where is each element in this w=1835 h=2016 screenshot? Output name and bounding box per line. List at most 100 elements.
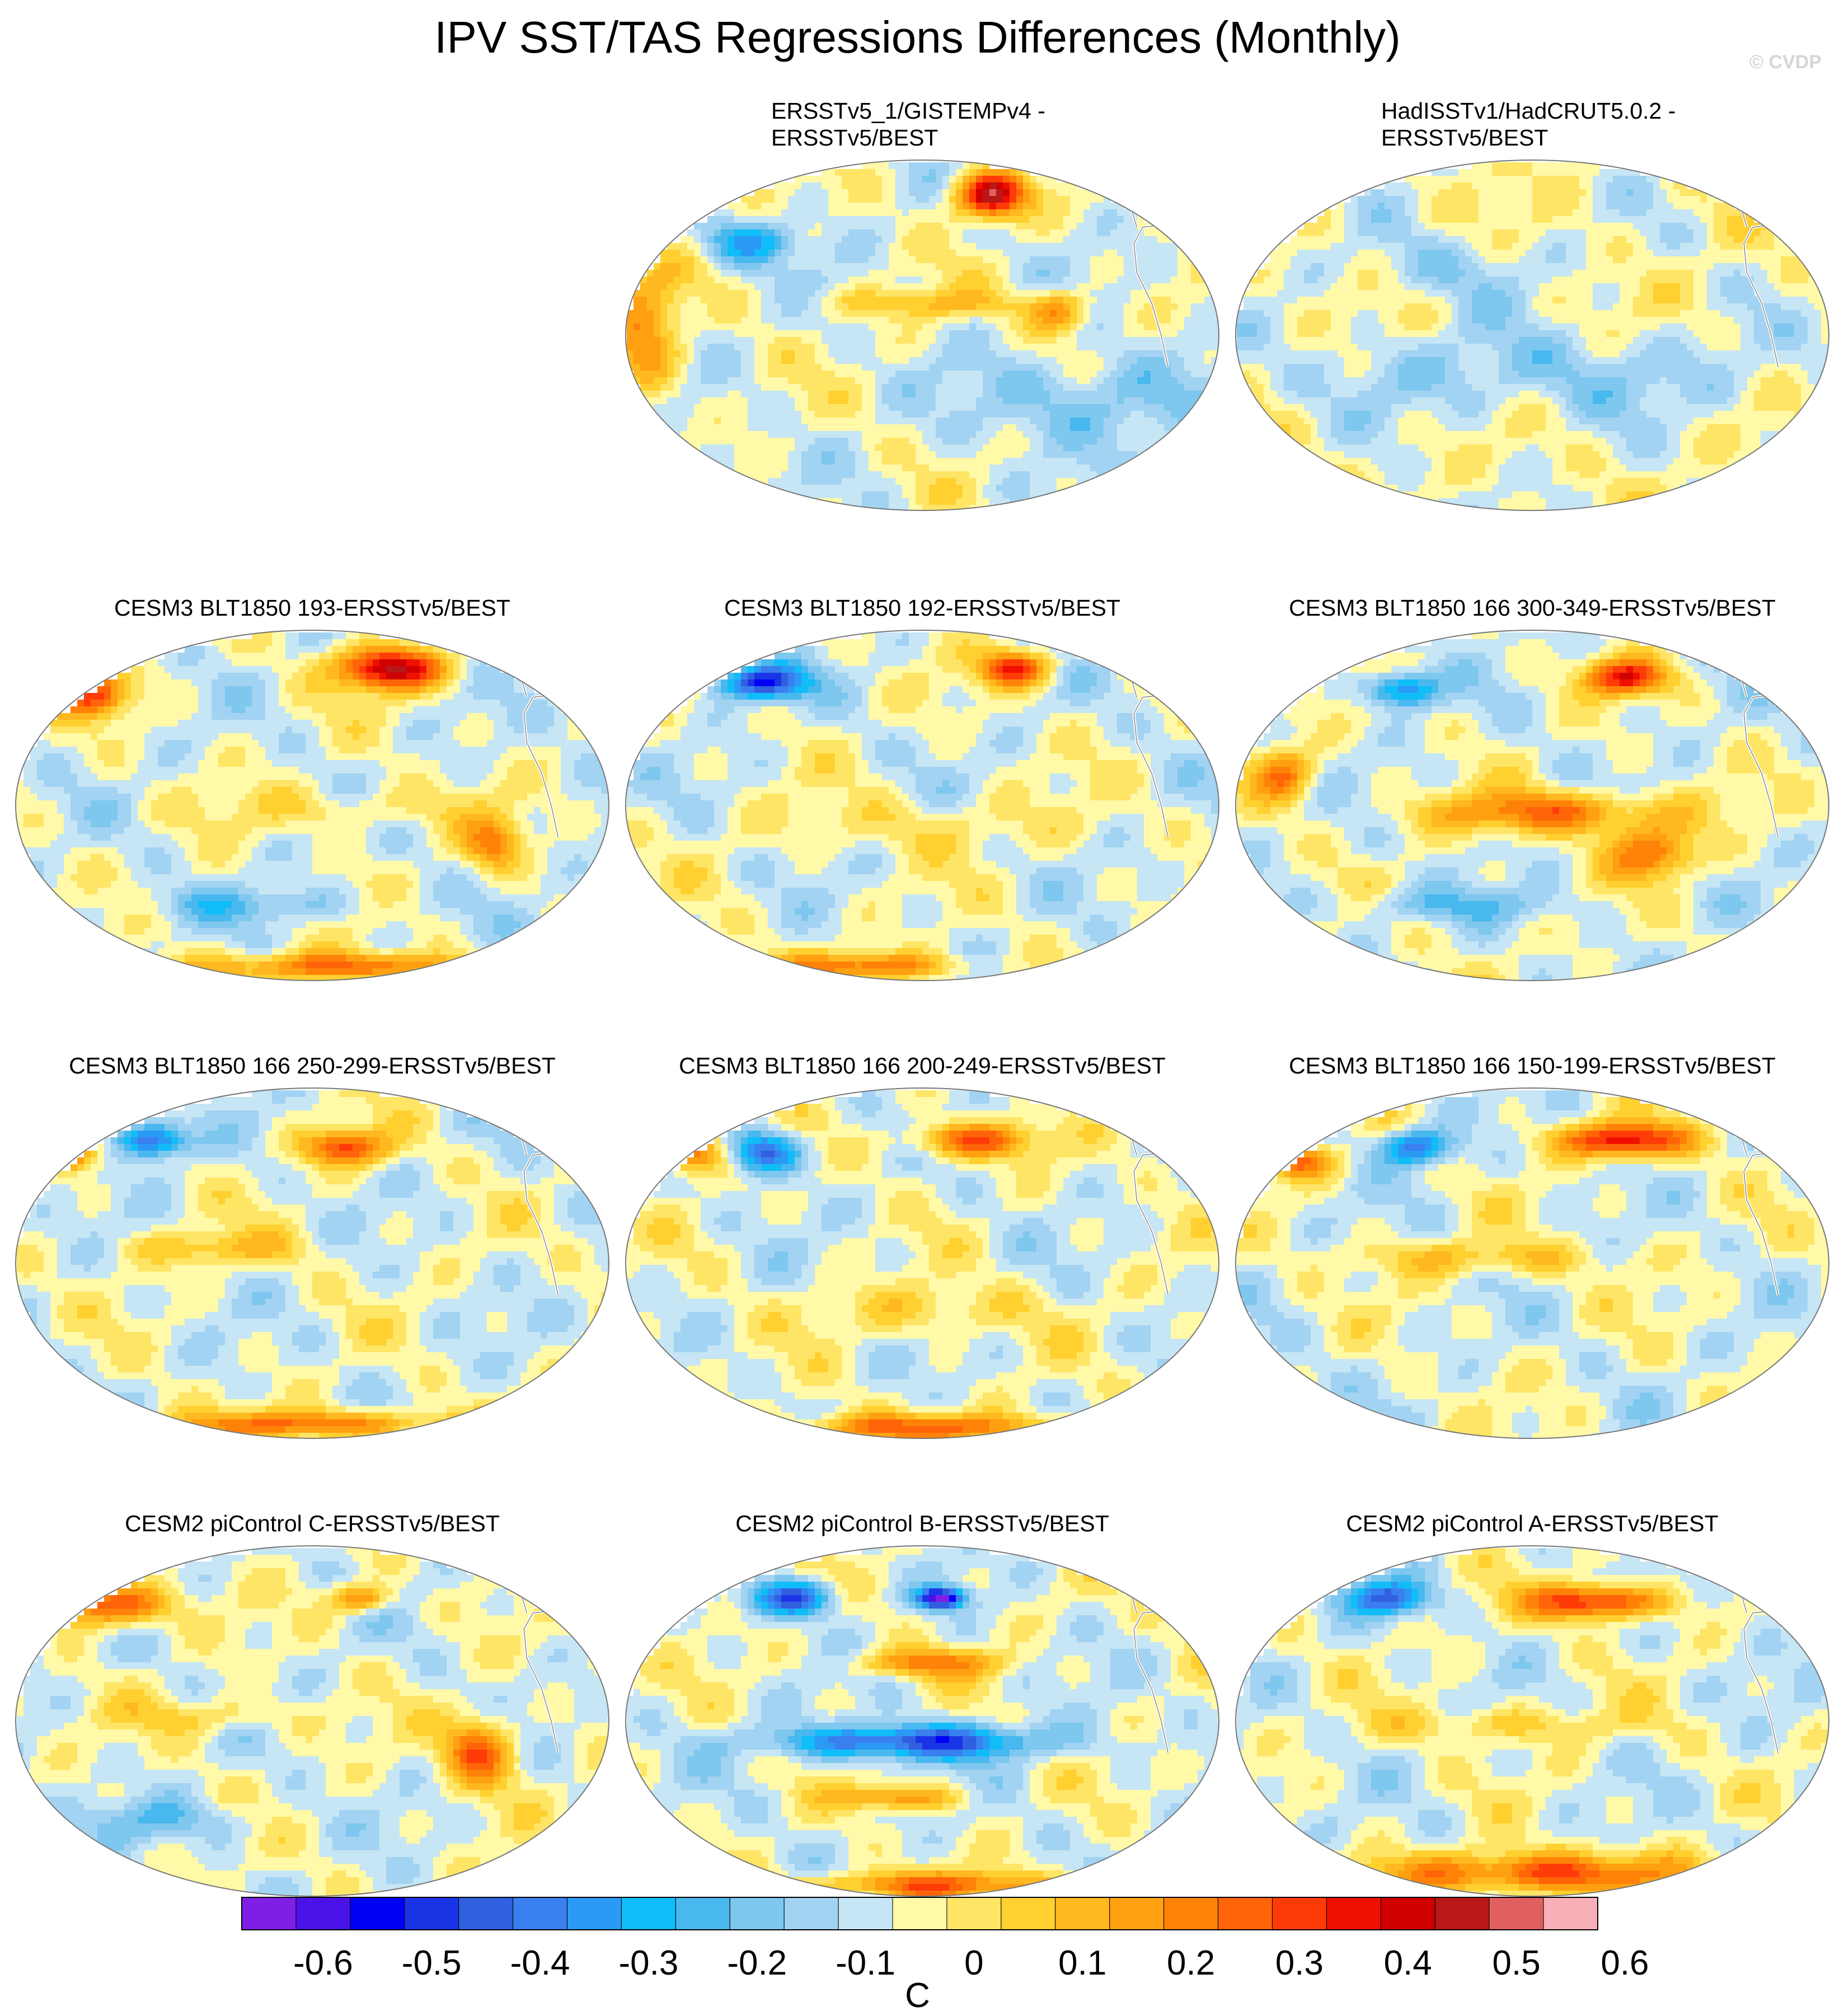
panel-title-line: ERSSTv5_1/GISTEMPv4 - bbox=[771, 97, 1376, 124]
coastline-inner bbox=[1207, 160, 1219, 288]
panel-title-line: CESM3 BLT1850 166 250-299-ERSSTv5/BEST bbox=[69, 1053, 556, 1079]
coastline bbox=[597, 1546, 609, 1675]
map-panel-p7: CESM3 BLT1850 166 200-249-ERSSTv5/BEST bbox=[620, 1018, 1224, 1443]
coastline bbox=[1207, 1546, 1219, 1675]
coastline bbox=[597, 1088, 609, 1217]
coastline-inner bbox=[597, 630, 609, 758]
colorbar-box bbox=[295, 1897, 351, 1930]
colorbar-tick-label: 0.4 bbox=[1384, 1944, 1432, 1982]
map-panel-p9: CESM2 piControl C-ERSSTv5/BEST bbox=[10, 1475, 614, 1901]
panel-title: CESM3 BLT1850 166 150-199-ERSSTv5/BEST bbox=[1230, 1052, 1834, 1079]
map-boundary bbox=[15, 1545, 609, 1897]
panel-title-line: ERSSTv5/BEST bbox=[771, 124, 1376, 151]
colorbar-box bbox=[1055, 1897, 1110, 1930]
map-panel-p2: HadISSTv1/HadCRUT5.0.2 - ERSSTv5/BEST bbox=[1230, 90, 1834, 515]
panel-title-line: CESM3 BLT1850 166 150-199-ERSSTv5/BEST bbox=[1289, 1053, 1776, 1079]
coastline bbox=[1817, 160, 1829, 289]
colorbar-box bbox=[1001, 1897, 1056, 1930]
coastline bbox=[1207, 160, 1219, 289]
colorbar-box bbox=[1218, 1897, 1273, 1930]
colorbar-box bbox=[946, 1897, 1002, 1930]
coastline-inner bbox=[1207, 630, 1219, 758]
global-map bbox=[15, 1087, 609, 1439]
coastline-inner bbox=[1817, 1088, 1829, 1216]
panel-title-line: CESM2 piControl B-ERSSTv5/BEST bbox=[735, 1511, 1109, 1536]
map-boundary bbox=[1235, 160, 1829, 511]
colorbar-tick-label: -0.2 bbox=[727, 1944, 787, 1982]
regression-field bbox=[627, 1546, 1219, 1896]
global-map bbox=[1235, 630, 1829, 981]
colorbar-tick-label: -0.3 bbox=[618, 1944, 678, 1982]
panel-title-line: CESM2 piControl A-ERSSTv5/BEST bbox=[1346, 1511, 1718, 1536]
colorbar-box bbox=[1543, 1897, 1598, 1930]
map-panel-p6: CESM3 BLT1850 166 250-299-ERSSTv5/BEST bbox=[10, 1018, 614, 1443]
coastline bbox=[1207, 1088, 1219, 1217]
global-map bbox=[625, 630, 1219, 981]
map-boundary bbox=[1235, 630, 1829, 981]
colorbar-box bbox=[675, 1897, 730, 1930]
coastline-inner bbox=[597, 1088, 609, 1216]
coastline bbox=[1207, 630, 1219, 759]
map-panel-p4: CESM3 BLT1850 192-ERSSTv5/BEST bbox=[620, 560, 1224, 985]
colorbar-tick-label: 0.1 bbox=[1058, 1944, 1106, 1982]
panel-title: HadISSTv1/HadCRUT5.0.2 - ERSSTv5/BEST bbox=[1230, 97, 1835, 151]
global-map bbox=[625, 160, 1219, 511]
panel-title-line: CESM3 BLT1850 192-ERSSTv5/BEST bbox=[724, 595, 1120, 621]
colorbar-box bbox=[1434, 1897, 1490, 1930]
colorbar-tick-label: -0.4 bbox=[510, 1944, 570, 1982]
colorbar-box bbox=[458, 1897, 514, 1930]
colorbar-box bbox=[241, 1897, 297, 1930]
panel-title-line: HadISSTv1/HadCRUT5.0.2 - bbox=[1381, 97, 1835, 124]
panel-title: CESM2 piControl A-ERSSTv5/BEST bbox=[1230, 1510, 1834, 1537]
panel-title: CESM3 BLT1850 166 300-349-ERSSTv5/BEST bbox=[1230, 594, 1834, 621]
figure-title: IPV SST/TAS Regressions Differences (Mon… bbox=[0, 12, 1835, 63]
map-boundary bbox=[625, 630, 1219, 981]
map-panel-p10: CESM2 piControl B-ERSSTv5/BEST bbox=[620, 1475, 1224, 1901]
colorbar-unit-label: C bbox=[0, 1976, 1835, 2015]
copyright-label: © CVDP bbox=[1721, 51, 1822, 73]
colorbar-box bbox=[1109, 1897, 1165, 1930]
colorbar-box bbox=[404, 1897, 459, 1930]
colorbar-tick-label: -0.5 bbox=[402, 1944, 462, 1982]
panel-title-line: CESM3 BLT1850 166 200-249-ERSSTv5/BEST bbox=[679, 1053, 1166, 1079]
map-panel-p3: CESM3 BLT1850 193-ERSSTv5/BEST bbox=[10, 560, 614, 985]
map-boundary bbox=[1235, 1087, 1829, 1439]
panel-title: CESM2 piControl C-ERSSTv5/BEST bbox=[10, 1510, 614, 1537]
global-map bbox=[15, 630, 609, 981]
regression-field bbox=[17, 630, 609, 981]
colorbar-box bbox=[729, 1897, 785, 1930]
panel-title: CESM3 BLT1850 166 200-249-ERSSTv5/BEST bbox=[620, 1052, 1224, 1079]
coastline bbox=[1817, 630, 1829, 759]
colorbar-tick-label: -0.6 bbox=[293, 1944, 353, 1982]
coastline-inner bbox=[1817, 160, 1829, 288]
panel-title: CESM3 BLT1850 192-ERSSTv5/BEST bbox=[620, 594, 1224, 621]
global-map bbox=[1235, 160, 1829, 511]
regression-field bbox=[17, 1088, 609, 1438]
global-map bbox=[1235, 1545, 1829, 1897]
panel-title-line: CESM3 BLT1850 166 300-349-ERSSTv5/BEST bbox=[1289, 595, 1776, 621]
regression-field bbox=[627, 160, 1219, 510]
map-boundary bbox=[15, 1087, 609, 1439]
colorbar-tick-label: 0.2 bbox=[1167, 1944, 1215, 1982]
colorbar-tick-label: 0 bbox=[964, 1944, 983, 1982]
colorbar-box bbox=[350, 1897, 405, 1930]
colorbar-box bbox=[1380, 1897, 1435, 1930]
map-panel-p8: CESM3 BLT1850 166 150-199-ERSSTv5/BEST bbox=[1230, 1018, 1834, 1443]
panel-title-line: ERSSTv5/BEST bbox=[1381, 124, 1835, 151]
global-map bbox=[625, 1087, 1219, 1439]
regression-field bbox=[1237, 1088, 1829, 1438]
coastline-inner bbox=[1817, 630, 1829, 758]
map-panel-p1: ERSSTv5_1/GISTEMPv4 - ERSSTv5/BEST bbox=[620, 90, 1224, 515]
map-panel-p11: CESM2 piControl A-ERSSTv5/BEST bbox=[1230, 1475, 1834, 1901]
colorbar-box bbox=[1163, 1897, 1219, 1930]
global-map bbox=[15, 1545, 609, 1897]
global-map bbox=[625, 1545, 1219, 1897]
colorbar-box bbox=[621, 1897, 676, 1930]
colorbar-box bbox=[783, 1897, 839, 1930]
map-boundary bbox=[15, 630, 609, 981]
map-boundary bbox=[625, 160, 1219, 511]
panel-title-line: CESM3 BLT1850 193-ERSSTv5/BEST bbox=[114, 595, 510, 621]
global-map bbox=[1235, 1087, 1829, 1439]
coastline-inner bbox=[1817, 1546, 1829, 1674]
coastline-inner bbox=[1207, 1546, 1219, 1674]
